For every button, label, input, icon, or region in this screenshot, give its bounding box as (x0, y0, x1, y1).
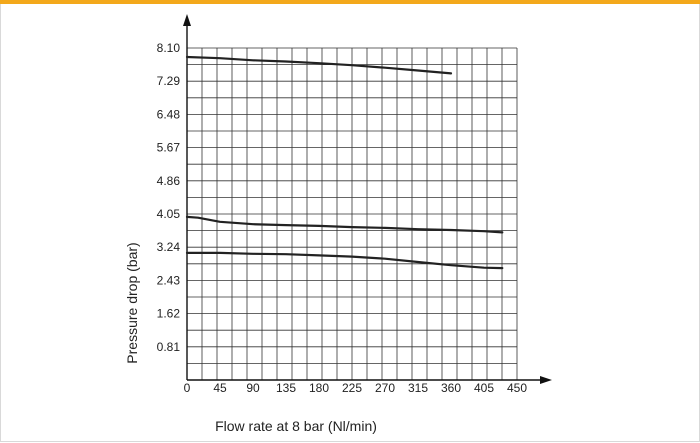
y-tick-labels: 0.81 1.62 2.43 3.24 4.05 4.86 5.67 6.48 7.29 8.10 (157, 41, 181, 354)
x-tick-label: 270 (375, 381, 395, 395)
series-line-2 (185, 215, 504, 234)
x-tick-labels: 0 45 90 135 180 225 270 315 360 405 450 (184, 381, 528, 395)
y-tick-label: 7.29 (157, 74, 181, 88)
y-tick-label: 4.86 (157, 174, 181, 188)
grid (186, 47, 518, 381)
y-tick-label: 2.43 (157, 273, 181, 287)
x-tick-label: 405 (474, 381, 494, 395)
x-tick-label: 450 (507, 381, 527, 395)
x-tick-label: 90 (246, 381, 260, 395)
x-tick-label: 180 (309, 381, 329, 395)
x-axis-arrow (540, 376, 552, 384)
axes (183, 14, 552, 384)
series-line-3 (185, 251, 504, 270)
x-tick-label: 360 (441, 381, 461, 395)
y-tick-label: 0.81 (157, 340, 181, 354)
y-tick-label: 6.48 (157, 107, 181, 121)
y-tick-label: 5.67 (157, 141, 181, 155)
x-tick-label: 0 (184, 381, 191, 395)
x-tick-label: 225 (342, 381, 362, 395)
y-tick-label: 8.10 (157, 41, 181, 55)
y-tick-label: 1.62 (157, 307, 181, 321)
series-lines (185, 55, 504, 270)
series-line-1 (185, 55, 453, 75)
x-tick-label: 315 (408, 381, 428, 395)
accent-bar (0, 0, 700, 4)
x-tick-label: 45 (213, 381, 227, 395)
y-tick-label: 3.24 (157, 240, 181, 254)
x-axis-label: Flow rate at 8 bar (Nl/min) (215, 418, 377, 434)
y-axis-label: Pressure drop (bar) (124, 242, 140, 363)
y-axis-arrow (183, 14, 191, 26)
x-tick-label: 135 (276, 381, 296, 395)
y-tick-label: 4.05 (157, 207, 181, 221)
